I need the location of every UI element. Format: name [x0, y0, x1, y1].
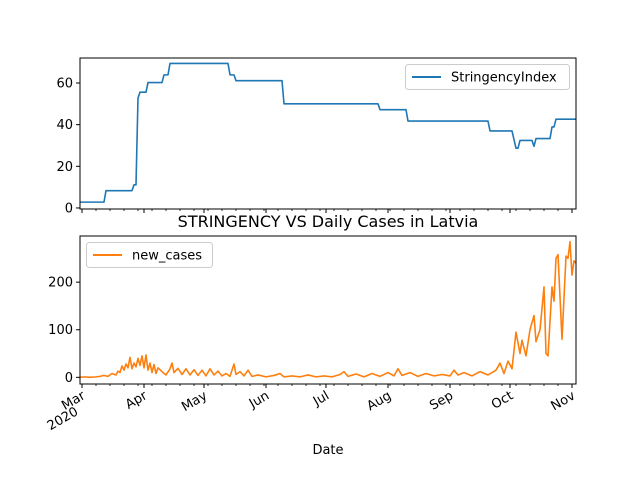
- stringency-legend-box: [405, 64, 570, 90]
- cases-legend-box: [86, 242, 213, 268]
- cases-plot-area: [80, 240, 576, 379]
- cases-legend-label: new_cases: [132, 249, 202, 264]
- y-tick-label: 60: [56, 76, 73, 91]
- stringency-legend-label: StringencyIndex: [451, 71, 557, 86]
- series-line-StringencyIndex: [80, 62, 576, 203]
- cases-legend: new_cases: [86, 242, 213, 268]
- y-tick-label: 0: [65, 371, 73, 386]
- y-tick-label: 0: [65, 201, 73, 216]
- cases-y-axis: 0 100 200: [48, 276, 80, 386]
- stringency-x-axis: [81, 209, 573, 213]
- stringency-plot-area: [80, 62, 576, 203]
- cases-panel: STRINGENCY VS Daily Cases in Latvia 0 100…: [45, 212, 578, 458]
- stringency-legend: StringencyIndex: [405, 64, 570, 90]
- cases-axes-frame: [79, 235, 577, 385]
- series-line-new_cases: [80, 240, 576, 379]
- y-tick-label: 40: [56, 118, 73, 133]
- stringency-axes-frame: [79, 57, 577, 210]
- x-tick-label: Jul: [310, 388, 332, 409]
- y-tick-label: 200: [48, 276, 73, 291]
- x-axis-label: Date: [312, 443, 343, 458]
- chart-title: STRINGENCY VS Daily Cases in Latvia: [178, 212, 479, 231]
- y-tick-label: 20: [56, 160, 73, 175]
- stringency-panel: 0 20 40 60 StringencyIndex: [56, 57, 577, 216]
- stringency-y-axis: 0 20 40 60: [56, 76, 80, 216]
- y-tick-label: 100: [48, 323, 73, 338]
